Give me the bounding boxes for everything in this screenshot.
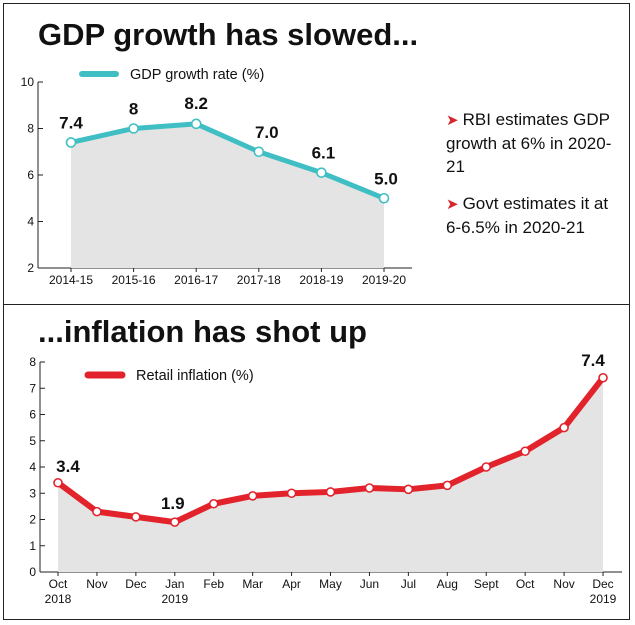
data-point [190, 118, 202, 130]
arrow-icon: ➤ [446, 112, 459, 129]
x-tick-label: Nov [86, 577, 107, 591]
x-tick-label: Oct [516, 577, 535, 591]
x-tick-label: Dec [592, 577, 613, 591]
x-tick-label: Jul [401, 577, 416, 591]
y-tick-label: 4 [29, 460, 36, 474]
data-point [364, 483, 375, 493]
govt-estimate-note: ➤ Govt estimates it at 6-6.5% in 2020-21 [446, 192, 626, 239]
x-tick-year-label: 2019 [161, 592, 188, 606]
gdp-chart-title: GDP growth has slowed... [38, 17, 418, 52]
y-tick-label: 10 [21, 75, 35, 89]
data-point [378, 192, 390, 204]
data-point [128, 123, 139, 134]
x-tick-label: Sept [474, 577, 499, 591]
x-tick-year-label: 2018 [45, 592, 72, 606]
data-point [325, 487, 336, 497]
y-tick-label: 0 [29, 565, 36, 579]
data-label: 5.0 [374, 169, 398, 188]
x-tick-label: Jun [360, 577, 379, 591]
x-tick-year-label: 2019 [590, 592, 617, 606]
data-point [253, 146, 265, 158]
x-tick-label: Oct [49, 577, 68, 591]
data-label: 3.4 [56, 457, 80, 476]
x-tick-label: 2014-15 [49, 273, 93, 287]
x-tick-label: 2017-18 [237, 273, 281, 287]
y-tick-label: 1 [29, 539, 36, 553]
data-point [247, 491, 258, 501]
gdp-chart: 2 4 6 8 10 2014-15 2015-16 2016-17 2017-18 2018-1… [21, 67, 412, 287]
y-tick-label: 8 [27, 122, 34, 136]
data-point [92, 506, 102, 517]
panel-divider [4, 304, 629, 305]
legend-label: Retail inflation (%) [136, 368, 254, 384]
x-tick-label: Jan [165, 577, 184, 591]
data-point [442, 480, 453, 491]
data-point [286, 488, 297, 499]
y-tick-label: 6 [27, 168, 34, 182]
data-label: 8.2 [184, 94, 208, 113]
x-tick-label: 2015-16 [112, 273, 156, 287]
x-tick-label: May [319, 577, 342, 591]
data-point [169, 517, 180, 527]
data-point [559, 422, 569, 433]
y-tick-label: 3 [29, 486, 36, 500]
x-tick-label: 2019-20 [362, 273, 406, 287]
series-line [68, 121, 387, 201]
data-point [131, 512, 141, 522]
govt-estimate-text: Govt estimates it at 6-6.5% in 2020-21 [446, 194, 609, 237]
y-tick-label: 8 [29, 355, 36, 369]
data-point [53, 477, 63, 488]
rbi-estimate-note: ➤ RBI estimates GDP growth at 6% in 2020-… [446, 108, 626, 178]
series-area [71, 123, 384, 268]
x-tick-label: Feb [203, 577, 224, 591]
x-tick-label: Dec [125, 577, 146, 591]
y-tick-label: 5 [29, 434, 36, 448]
x-tick-label: Apr [282, 577, 301, 591]
data-label: 6.1 [312, 144, 336, 163]
rbi-estimate-text: RBI estimates GDP growth at 6% in 2020-2… [446, 110, 612, 176]
data-point [481, 462, 492, 472]
data-point [316, 167, 327, 178]
y-tick-label: 2 [27, 261, 34, 275]
y-tick-label: 4 [27, 215, 34, 229]
legend-label: GDP growth rate (%) [130, 67, 264, 83]
x-tick-label: 2018-19 [299, 273, 343, 287]
x-tick-label: Nov [553, 577, 574, 591]
data-point [65, 137, 77, 148]
data-label: 8 [129, 100, 138, 119]
series-area [58, 377, 604, 572]
data-point [520, 446, 530, 457]
data-label: 7.4 [59, 113, 83, 132]
y-tick-label: 6 [29, 408, 36, 422]
inflation-chart-title: ...inflation has shot up [38, 314, 367, 349]
x-tick-label: Mar [242, 577, 263, 591]
data-label: 1.9 [161, 494, 185, 513]
x-tick-label: 2016-17 [174, 273, 218, 287]
arrow-icon: ➤ [446, 196, 459, 213]
data-label: 7.4 [581, 351, 605, 370]
data-point [598, 372, 608, 383]
y-tick-label: 2 [29, 513, 36, 527]
data-label: 7.0 [255, 123, 279, 142]
y-tick-label: 7 [29, 381, 36, 395]
data-point [403, 484, 414, 495]
data-point [208, 498, 219, 509]
x-tick-label: Aug [437, 577, 458, 591]
